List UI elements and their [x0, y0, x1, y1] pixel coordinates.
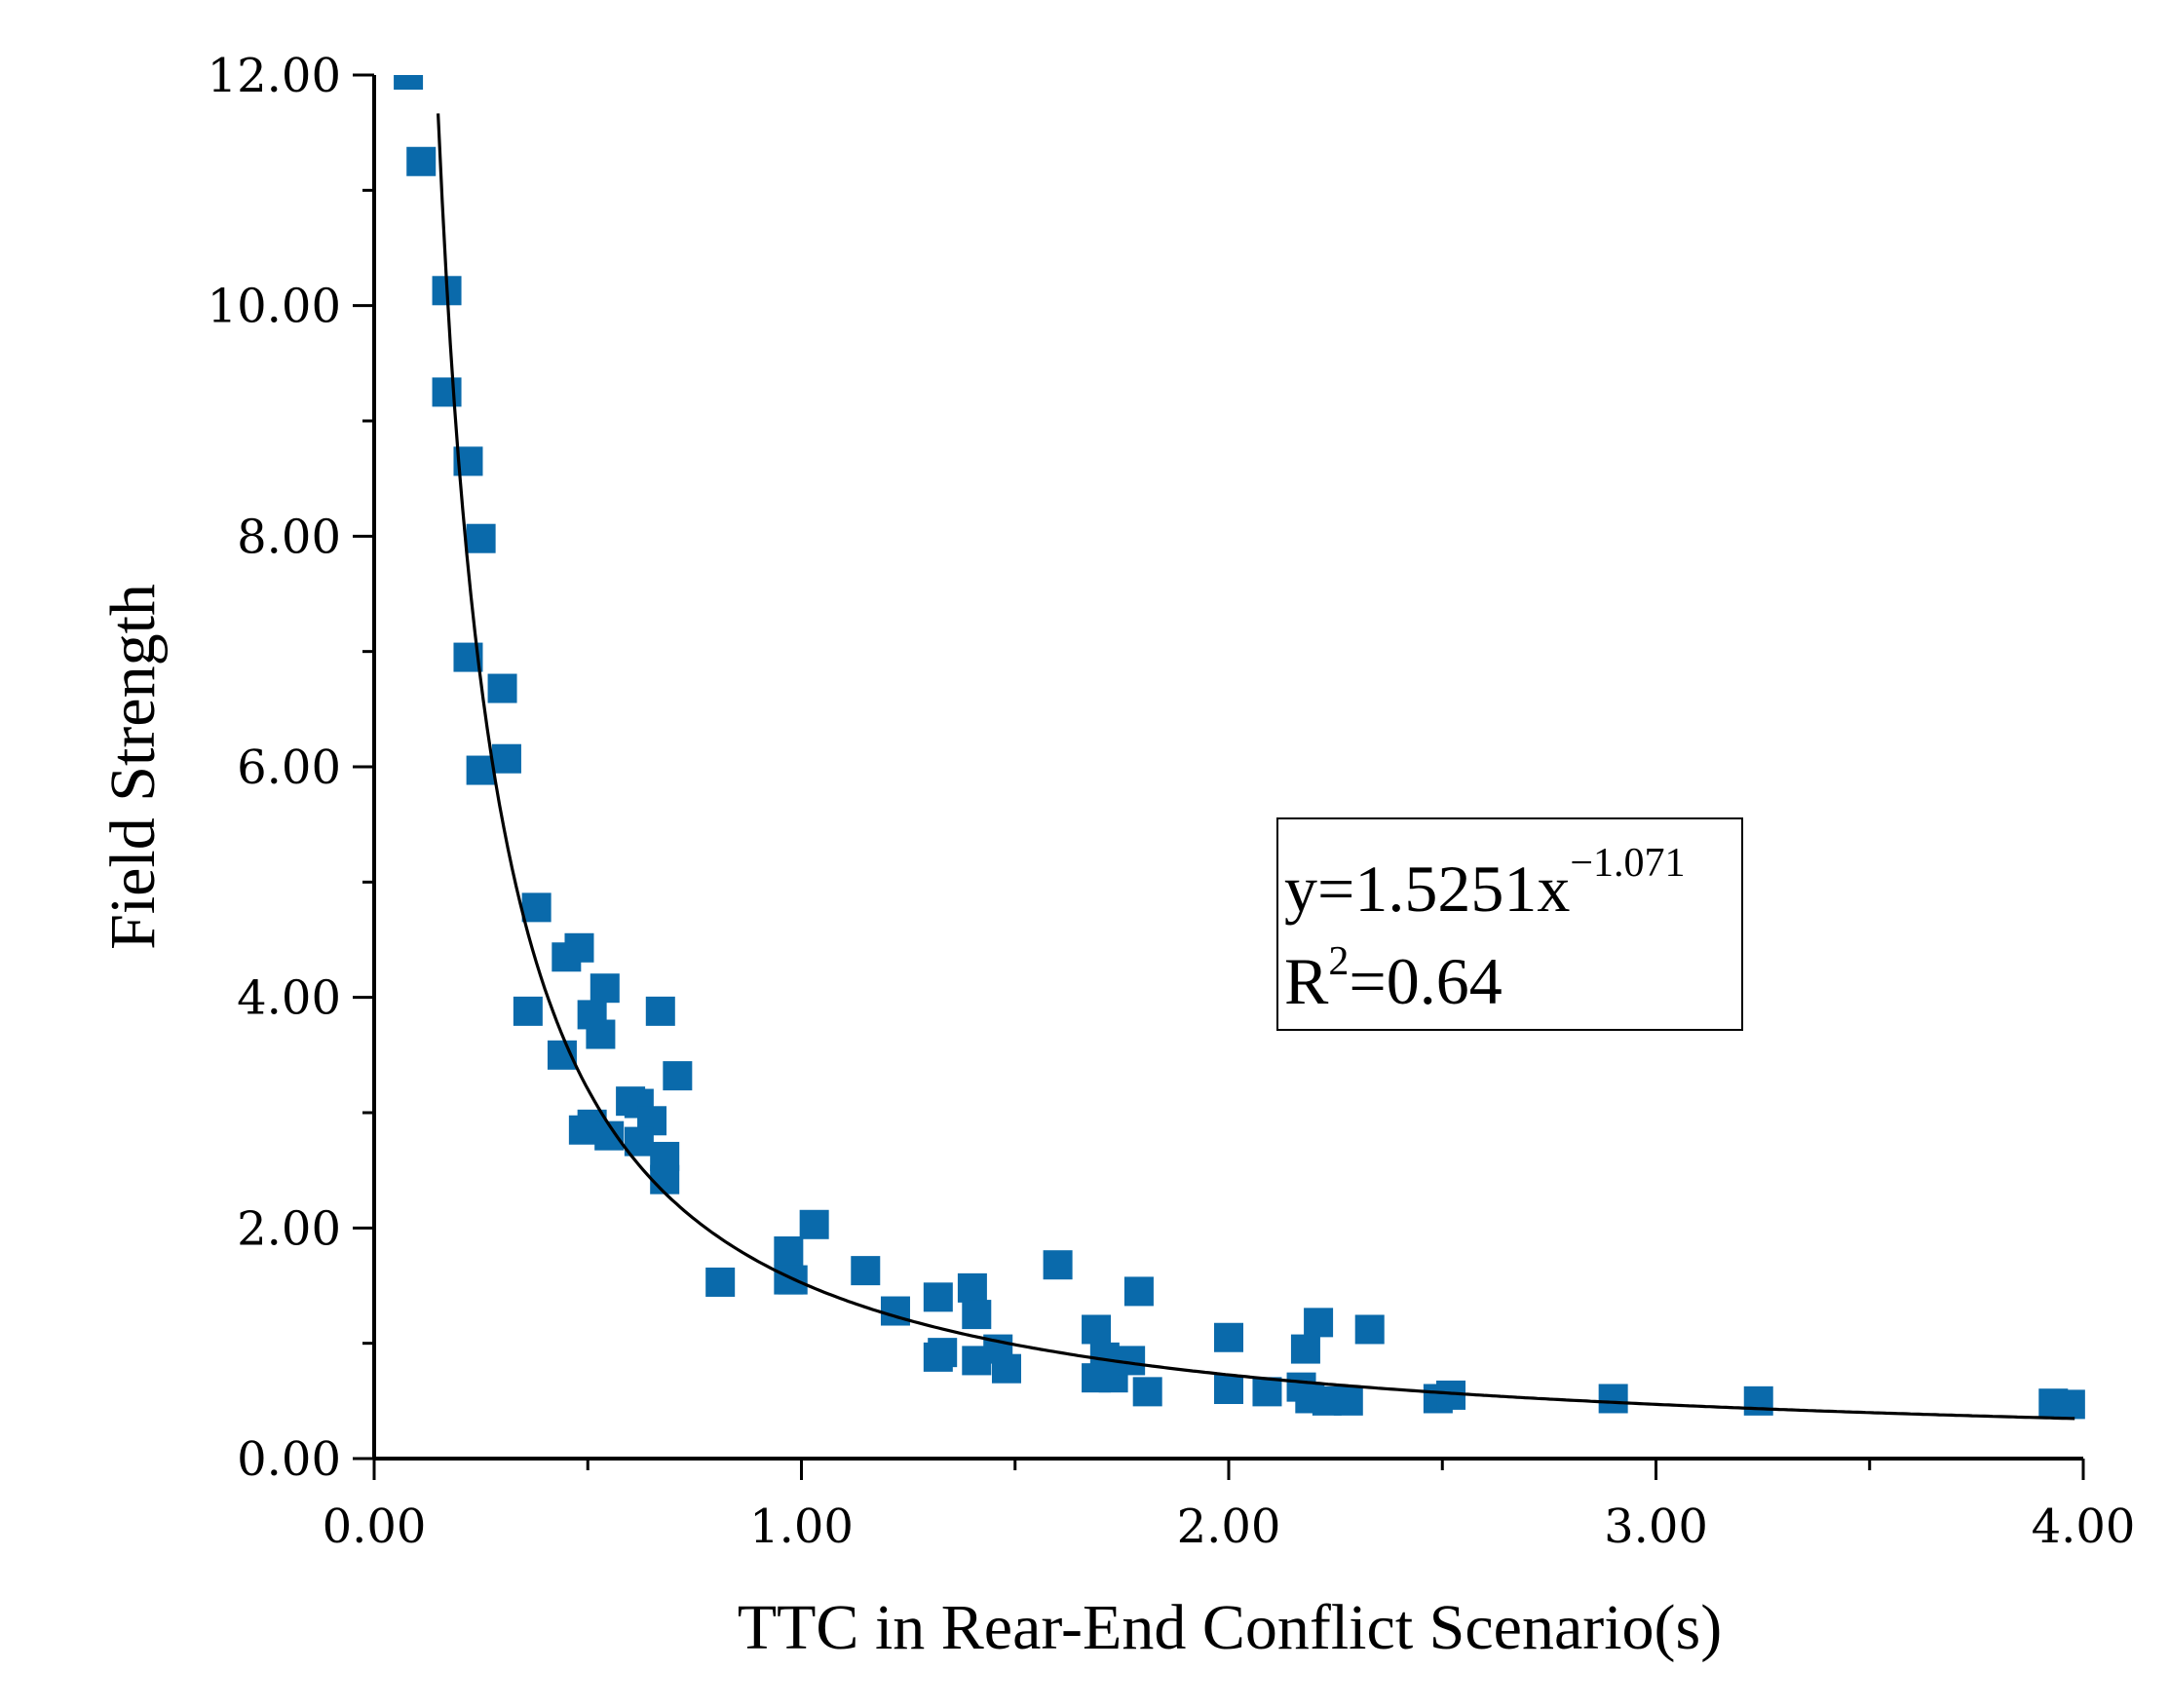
data-point [1082, 1314, 1112, 1345]
data-point [928, 1338, 958, 1368]
data-point [1743, 1385, 1773, 1416]
data-point [1598, 1384, 1628, 1414]
data-point [957, 1272, 987, 1303]
fit-equation-exponent: −1.071 [1570, 841, 1685, 886]
data-point [1214, 1322, 1243, 1352]
scatter-markers [394, 75, 2085, 1420]
y-tick-label: 0.00 [237, 1432, 341, 1487]
data-point [564, 932, 594, 963]
y-tick-label: 6.00 [237, 740, 341, 795]
r-squared-exponent: 2 [1328, 939, 1349, 984]
data-point [568, 1115, 598, 1145]
x-tick-label: 1.00 [749, 1499, 854, 1554]
fit-equation-border [1276, 817, 1743, 1031]
data-point [394, 75, 424, 90]
data-point [432, 377, 462, 407]
y-tick-label: 4.00 [237, 971, 341, 1026]
x-tick-label: 2.00 [1177, 1499, 1281, 1554]
r-squared: R2=0.64 [1284, 939, 1503, 1018]
data-point [2055, 1389, 2085, 1420]
y-axis-title: Field Strength [97, 584, 169, 950]
data-point [1214, 1375, 1243, 1404]
y-tick-label: 8.00 [237, 510, 341, 564]
r-squared-value: =0.64 [1349, 944, 1502, 1018]
x-axis-ticks: 0.00 1.00 2.00 3.00 4.00 [323, 1459, 2136, 1554]
y-tick-label: 2.00 [237, 1201, 341, 1256]
fit-equation-box: y=1.5251x−1.071 R2=0.64 [1276, 817, 1743, 1031]
data-point [645, 996, 675, 1026]
data-point [851, 1256, 881, 1286]
x-axis-title: TTC in Rear-End Conflict Scenario(s) [738, 1592, 1722, 1663]
data-point [513, 996, 543, 1026]
data-point [1252, 1377, 1282, 1407]
fit-equation: y=1.5251x−1.071 [1284, 841, 1686, 926]
r-squared-symbol: R [1284, 944, 1329, 1018]
x-tick-label: 4.00 [2032, 1499, 2136, 1554]
data-point [650, 1164, 680, 1195]
fit-equation-base: y=1.5251x [1284, 852, 1570, 926]
y-tick-label: 12.00 [208, 49, 341, 103]
data-point [663, 1061, 693, 1091]
data-point [1304, 1308, 1334, 1338]
plot-area [394, 75, 2085, 1421]
data-point [962, 1300, 992, 1330]
data-point [590, 973, 620, 1004]
data-point [923, 1282, 953, 1312]
data-point [880, 1296, 910, 1326]
data-point [491, 743, 521, 774]
y-axis-ticks: 0.00 2.00 4.00 6.00 8.00 10.00 12.00 [208, 49, 374, 1487]
data-point [705, 1267, 736, 1297]
data-point [521, 892, 552, 923]
data-point [487, 673, 517, 703]
data-point [991, 1353, 1021, 1384]
data-point [799, 1209, 829, 1239]
data-point [1333, 1385, 1363, 1416]
data-point [774, 1236, 804, 1266]
x-tick-label: 3.00 [1604, 1499, 1708, 1554]
fit-curve [437, 113, 2075, 1421]
data-point [1132, 1377, 1162, 1407]
x-tick-label: 0.00 [323, 1499, 427, 1554]
y-tick-label: 10.00 [208, 280, 341, 334]
data-point [1290, 1334, 1320, 1364]
data-point [1354, 1314, 1385, 1345]
data-point [1043, 1250, 1073, 1280]
data-point [586, 1019, 616, 1049]
data-point [1123, 1276, 1154, 1307]
data-point [406, 146, 437, 176]
data-point [466, 523, 496, 553]
